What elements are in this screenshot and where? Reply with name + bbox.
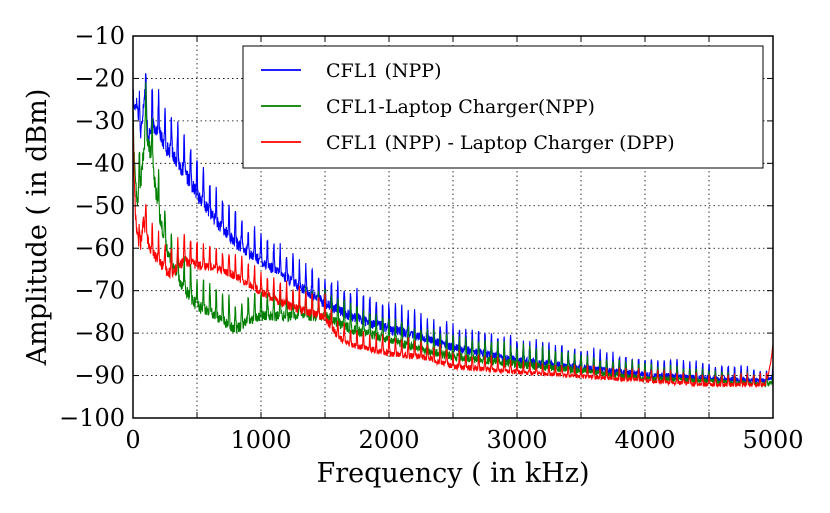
x-tick-label: 0 — [125, 426, 140, 454]
series-line — [133, 118, 773, 389]
y-tick-label: −80 — [74, 319, 125, 347]
y-tick-label: −40 — [74, 149, 125, 177]
x-tick-label: 2000 — [358, 426, 419, 454]
x-tick-label: 4000 — [614, 426, 675, 454]
legend-entry: CFL1-Laptop Charger(NPP) — [326, 96, 595, 118]
legend: CFL1 (NPP) CFL1-Laptop Charger(NPP) CFL1 (… — [242, 45, 764, 169]
legend-entry: CFL1 (NPP) — [326, 60, 441, 82]
y-tick-label: −70 — [74, 277, 125, 305]
y-tick-label: −50 — [74, 192, 125, 220]
x-tick-label: 1000 — [230, 426, 291, 454]
y-tick-label: −90 — [74, 362, 125, 390]
x-axis-label: Frequency ( in kHz) — [316, 458, 589, 489]
y-tick-label: −10 — [74, 22, 125, 50]
plot-lines — [133, 73, 773, 389]
y-tick-label: −60 — [74, 234, 125, 262]
axis-ticks: 0 1000 2000 3000 4000 5000 −100 −90 −80 −70 −60 −50… — [59, 22, 803, 454]
y-tick-label: −30 — [74, 107, 125, 135]
y-axis-label: Amplitude ( in dBm) — [22, 89, 53, 367]
series-line — [133, 82, 773, 388]
series-line — [133, 73, 773, 385]
y-tick-label: −100 — [59, 404, 125, 432]
y-tick-label: −20 — [74, 64, 125, 92]
legend-box — [242, 45, 764, 169]
legend-entry: CFL1 (NPP) - Laptop Charger (DPP) — [326, 132, 675, 154]
x-tick-label: 5000 — [742, 426, 803, 454]
x-tick-label: 3000 — [486, 426, 547, 454]
